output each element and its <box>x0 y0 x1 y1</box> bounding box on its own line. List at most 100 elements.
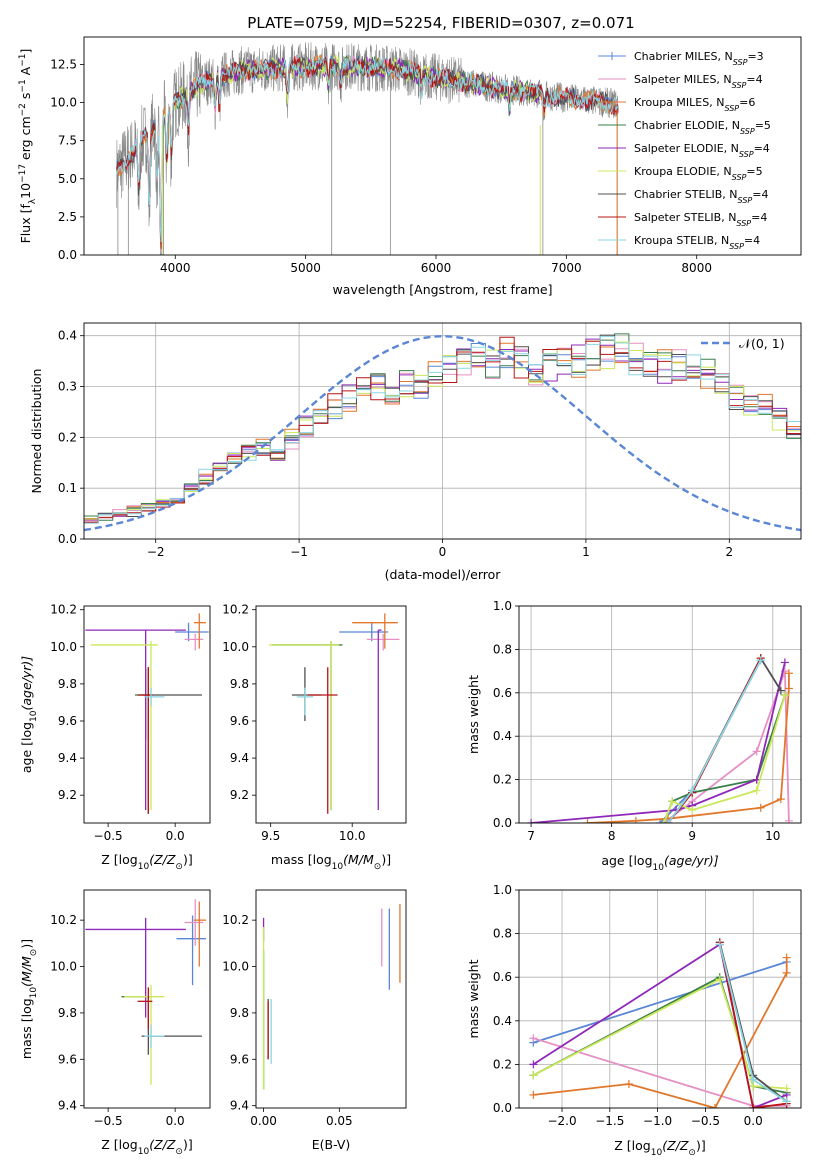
x-tick-label: 0.0 <box>166 1114 185 1128</box>
weight-marker <box>624 1080 633 1089</box>
y-axis-label: Normed distribution <box>29 369 44 494</box>
age_vs_Z-plot-area <box>85 613 209 814</box>
errorbar-kroupa_miles <box>193 901 206 967</box>
x-tick-label: 10 <box>765 829 780 843</box>
y-axis-label-unit: s <box>18 93 33 104</box>
y-tick-label: 9.8 <box>58 1006 77 1020</box>
x-axis-label-end: )] <box>696 1138 706 1153</box>
weight-marker <box>529 1071 538 1080</box>
chart-mass_vs_Z: −0.5 0.09.49.69.810.010.2Z [log10(Z/Z⊙)]m… <box>19 889 211 1157</box>
y-tick-label: 9.4 <box>58 751 77 765</box>
histogram-chabrier_stelib <box>84 334 801 528</box>
y-axis-label-rest: (M/M <box>19 956 34 987</box>
y-tick-label: 9.4 <box>230 751 249 765</box>
x-tick-label: −1 <box>290 545 308 559</box>
chart-age_vs_Z: −0.5 0.09.29.49.69.810.010.2Z [log10(Z/Z⊙… <box>19 603 211 872</box>
age_vs_mass-plot-area <box>269 613 400 814</box>
x-axis-label-rest: (Z/Z <box>149 1137 176 1152</box>
y-tick-label: 0.0 <box>493 816 512 830</box>
weight-marker <box>529 1034 538 1043</box>
residuals-plot-area <box>84 333 801 532</box>
weight_vs_Z-plot-area <box>529 938 791 1108</box>
histogram-kroupa_elodie <box>84 340 801 522</box>
weight-marker <box>688 805 697 814</box>
y-axis-label-exp: −2 <box>18 103 28 116</box>
legend-subscript: SSP <box>732 173 747 182</box>
y-tick-label: 9.4 <box>58 1099 77 1113</box>
weight-marker <box>529 1090 538 1099</box>
mass_vs_Z-plot-area <box>85 899 206 1085</box>
y-tick-label: 0.8 <box>493 642 512 656</box>
x-axis-label: mass [log10(M/M⊙)] <box>271 852 391 872</box>
legend-value: =5 <box>746 165 762 178</box>
y-tick-label: 0.0 <box>493 1101 512 1115</box>
legend-label: Chabrier MILES, N <box>634 50 733 63</box>
y-axis-label-main: Flux [f <box>18 204 33 244</box>
chart-age_vs_mass: 9.5 10.0 9.2 9.4 9.6 9.8 10.0 10.2 mass [log10(M… <box>222 603 407 872</box>
legend-label: Salpeter MILES, N <box>634 73 732 86</box>
x-axis-label-main: Z [log <box>101 1137 137 1152</box>
legend-subscript: SSP <box>733 58 748 67</box>
y-tick-label: 9.2 <box>58 788 77 802</box>
legend-value: =4 <box>752 188 768 201</box>
x-axis-label: E(B-V) <box>312 1137 351 1152</box>
x-tick-label: −2 <box>147 545 165 559</box>
legend-entry: Kroupa ELODIE, NSSP=5 <box>634 165 763 182</box>
x-tick-label: 1 <box>582 545 590 559</box>
weight-marker <box>710 1104 719 1108</box>
x-axis-label-sub: 10 <box>332 862 344 872</box>
weight-marker <box>784 816 793 823</box>
y-tick-label: 9.6 <box>58 1052 77 1066</box>
weight-marker <box>656 819 664 823</box>
y-tick-label: 0.3 <box>58 380 77 394</box>
legend-entry: Kroupa STELIB, NSSP=4 <box>634 234 760 251</box>
y-axis-label: Flux [fλ10−17 erg cm−2 s−1 A−1] <box>18 49 38 244</box>
x-axis-label-main: age [log <box>601 853 652 868</box>
weight-marker <box>784 669 793 678</box>
legend-value: =4 <box>746 73 762 86</box>
weight-line-chabrier_miles <box>533 961 787 1044</box>
y-axis-label: mass weight <box>466 959 481 1038</box>
errorbar-chabrier_stelib <box>291 667 322 721</box>
weight-marker <box>782 953 791 962</box>
legend-label: Kroupa MILES, N <box>634 96 724 109</box>
errorbar-chabrier_elodie <box>134 669 153 740</box>
x-axis-label: age [log10(age/yr)] <box>601 853 718 873</box>
y-axis-label: mass [log10(M/M⊙)] <box>19 939 39 1059</box>
x-axis-label-sub: 10 <box>651 1148 663 1158</box>
y-tick-label: 0.0 <box>58 248 77 262</box>
x-axis-label-end: )] <box>381 852 391 867</box>
y-tick-label: 0.4 <box>58 329 77 343</box>
y-tick-label: 10.2 <box>50 603 77 617</box>
y-axis-label-rest: (age/yr)] <box>19 656 34 711</box>
y-tick-label: 10.0 <box>50 960 77 974</box>
mass_vs_ebv-plot-area <box>262 903 401 1090</box>
y-tick-label: 9.8 <box>230 1006 249 1020</box>
errorbar-salpeter_miles <box>184 899 204 946</box>
y-axis-label-end: ] <box>18 49 33 54</box>
legend-subscript: SSP <box>739 150 754 159</box>
x-tick-label: 0 <box>439 545 447 559</box>
weight-line-salpeter_stelib <box>667 657 762 823</box>
y-axis-label-main: age [log <box>19 722 34 773</box>
y-axis-label-sub2: ⊙ <box>29 949 39 957</box>
weight-marker <box>583 819 592 823</box>
x-axis-label-rest: (age/yr)] <box>664 853 719 868</box>
errorbar-salpeter_elodie <box>377 629 382 811</box>
x-axis-label: Z [log10(Z/Z⊙)] <box>101 1137 192 1157</box>
figure-title: PLATE=0759, MJD=52254, FIBERID=0307, z=0… <box>247 14 634 32</box>
legend-label: Kroupa STELIB, N <box>634 234 729 247</box>
legend-subscript: SSP <box>738 196 753 205</box>
axes-frame <box>83 889 211 1109</box>
legend-value: =4 <box>751 211 767 224</box>
y-axis-label-sub: 10 <box>29 710 39 722</box>
y-tick-label: 12.5 <box>50 57 77 71</box>
weight-marker <box>752 786 761 795</box>
weight-line-kroupa_miles <box>533 957 788 1108</box>
x-axis-label-main: mass [log <box>271 852 332 867</box>
axes-frame <box>518 605 802 824</box>
x-axis-label: wavelength [Angstrom, rest frame] <box>332 282 552 297</box>
x-tick-label: −1.0 <box>643 1114 672 1128</box>
legend-value: =5 <box>755 119 771 132</box>
y-tick-label: 10.0 <box>50 96 77 110</box>
